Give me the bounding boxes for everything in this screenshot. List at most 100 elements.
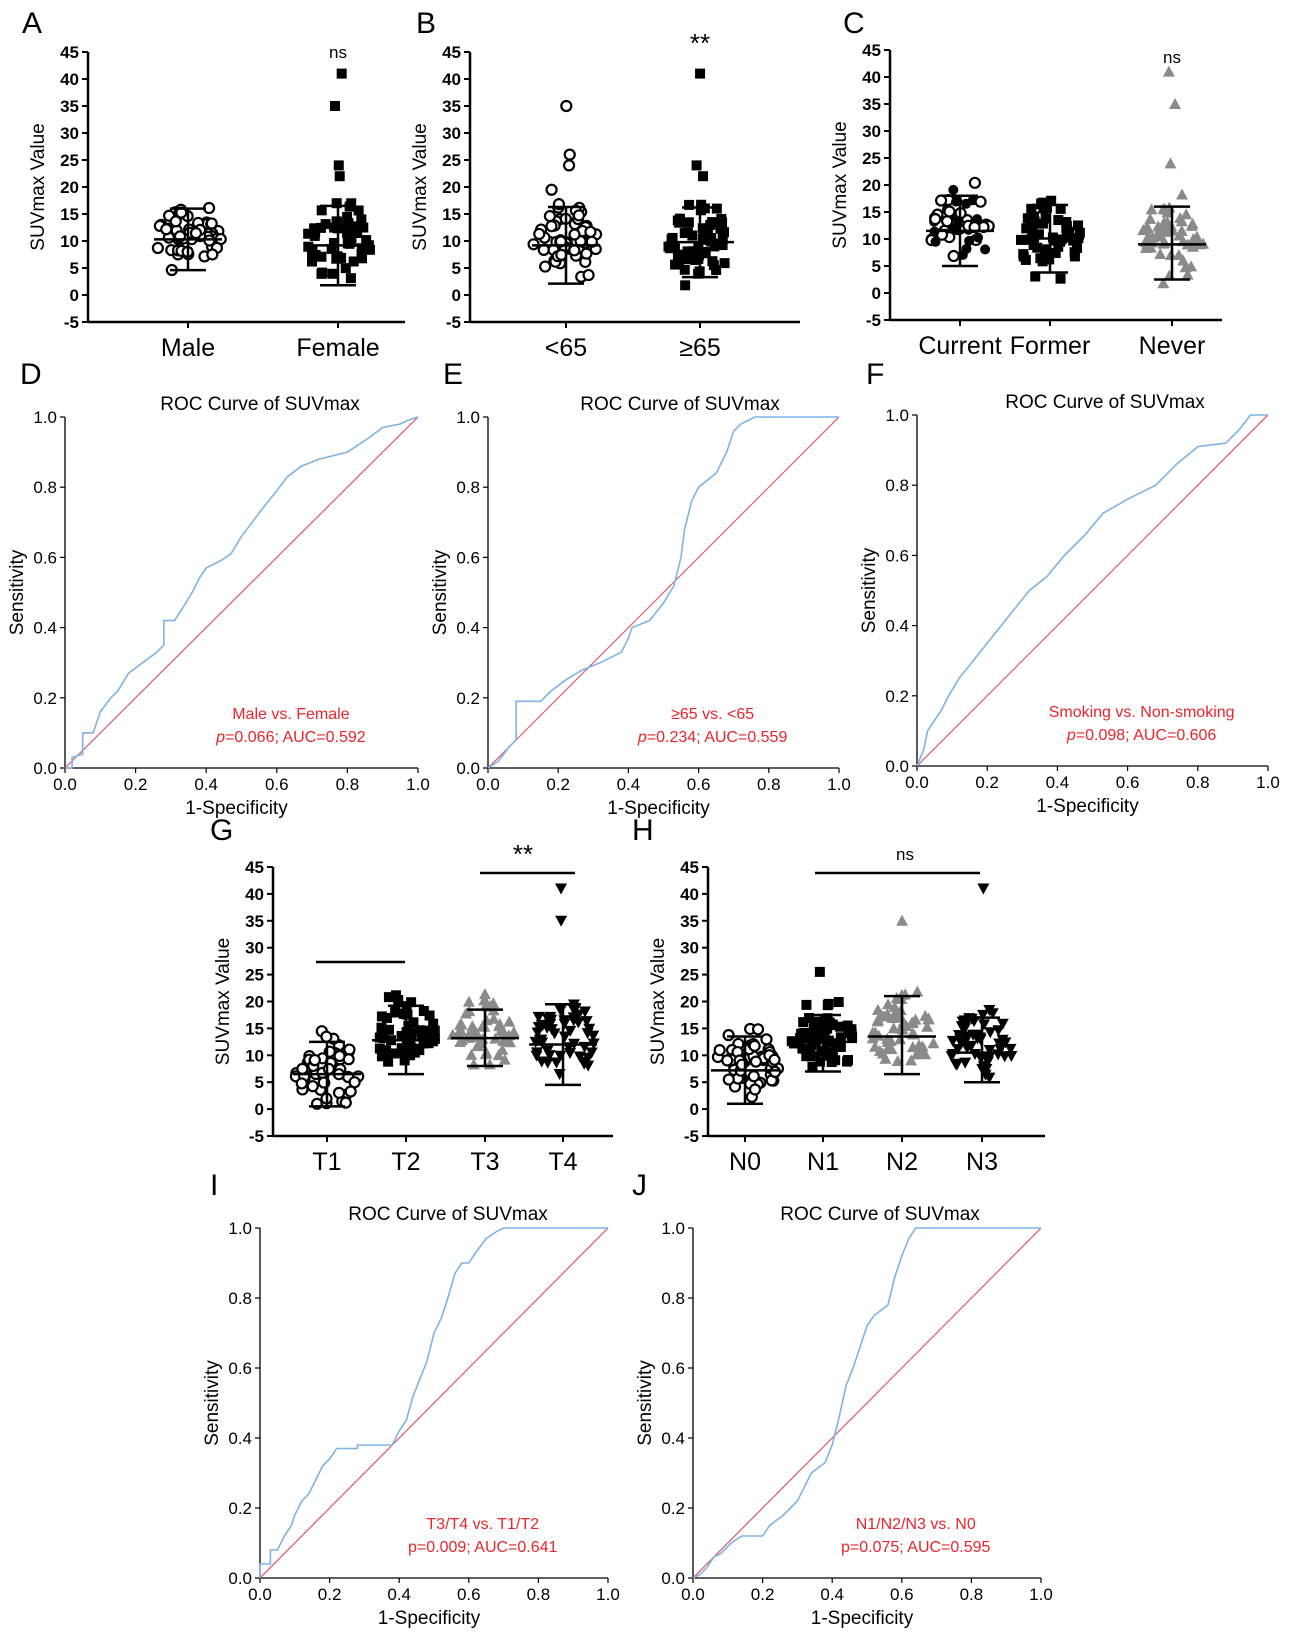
y-tick-label: 25 (60, 151, 79, 170)
data-point (1069, 247, 1080, 258)
data-point (680, 280, 691, 291)
annotation-p-italic: p (215, 729, 225, 746)
x-tick-label: 0.6 (265, 775, 289, 794)
data-point (383, 992, 394, 1003)
y-tick-label: 45 (862, 41, 881, 60)
annotation-line2: p=0.009; AUC=0.641 (408, 1539, 558, 1556)
data-point (572, 209, 585, 222)
data-point (955, 1035, 968, 1047)
data-point (160, 223, 173, 236)
y-tick-label: 5 (70, 259, 79, 278)
data-point (309, 223, 320, 234)
data-point (955, 1021, 968, 1033)
data-point (342, 227, 353, 238)
annotation-line2: p=0.234; AUC=0.559 (637, 729, 788, 746)
y-tick-label: 20 (862, 176, 881, 195)
data-point (1175, 224, 1188, 236)
y-tick-label: 0.0 (456, 759, 480, 778)
data-point (801, 1051, 812, 1062)
y-tick-label: 15 (442, 205, 461, 224)
data-point (572, 1009, 585, 1021)
y-tick-label: 10 (245, 1046, 264, 1065)
data-point (383, 1024, 394, 1035)
data-point (1072, 220, 1083, 231)
y-tick-label: 30 (60, 124, 79, 143)
data-point (539, 260, 552, 273)
data-point (333, 1049, 346, 1063)
data-point (1027, 225, 1038, 236)
data-point (806, 1040, 817, 1051)
y-axis-label: SUVmax Value (213, 938, 234, 1065)
data-point (348, 221, 359, 232)
data-point (835, 1021, 846, 1032)
data-point (983, 1072, 996, 1084)
x-category-label: N2 (886, 1148, 918, 1176)
data-point (708, 260, 719, 271)
panel-h: H -5 0 5 10 15 20 25 30 35 40 45 SUVmax Value N0 N1 N2 N… (632, 814, 1045, 1176)
data-point (580, 247, 593, 260)
data-point (1025, 219, 1036, 230)
data-point (1046, 195, 1057, 206)
panel-f: F ROC Curve of SUVmax 0.00.0 0.2 0.2 0.4 0.4 0.… (859, 358, 1280, 817)
panel-label: F (866, 358, 884, 391)
data-point (348, 256, 359, 267)
data-point (408, 1017, 419, 1028)
data-point (339, 1096, 352, 1109)
data-point (352, 227, 363, 238)
data-point (801, 999, 812, 1010)
y-axis-label: SUVmax Value (830, 121, 851, 248)
data-point (356, 243, 367, 254)
data-point (984, 1027, 997, 1039)
annotation-stats: p=0.009; AUC=0.641 (408, 1539, 558, 1556)
data-point (1055, 203, 1066, 214)
x-tick-label: 1.0 (1256, 773, 1280, 792)
x-category-label: Male (161, 334, 215, 362)
data-point (748, 1039, 761, 1052)
y-tick-label: 0.8 (885, 476, 909, 495)
y-axis-label: Sensitivity (430, 549, 451, 635)
y-tick-label: 20 (680, 993, 699, 1012)
data-point (815, 1056, 826, 1067)
data-point (670, 259, 681, 270)
data-point (558, 1015, 571, 1027)
roc-title: ROC Curve of SUVmax (780, 1204, 980, 1225)
annotation-p-italic: p (1066, 727, 1076, 744)
y-tick-label: 10 (60, 232, 79, 251)
y-tick-label: 30 (680, 939, 699, 958)
data-point (315, 222, 326, 233)
annotation-line1: T3/T4 vs. T1/T2 (426, 1516, 539, 1533)
y-axis-label: SUVmax Value (410, 123, 431, 250)
panel-label: A (22, 7, 42, 40)
data-point (878, 1010, 891, 1022)
x-category-label: N0 (729, 1148, 761, 1176)
y-tick-label: 0.2 (885, 687, 909, 706)
reference-line (487, 416, 840, 769)
y-tick-label: 40 (862, 68, 881, 87)
series-Female (303, 68, 375, 287)
x-tick-label: 0.8 (757, 775, 781, 794)
data-point (1185, 260, 1198, 272)
y-tick-label: 0.2 (661, 1499, 685, 1518)
data-point (682, 246, 693, 257)
data-point (965, 1040, 978, 1052)
y-tick-label: -5 (249, 1127, 264, 1146)
data-point (717, 240, 728, 251)
x-category-label: ≥65 (679, 334, 721, 362)
data-point (695, 68, 706, 79)
data-point (560, 99, 573, 113)
data-point (582, 268, 595, 282)
y-axis-label: Sensitivity (635, 1360, 656, 1446)
x-tick-label: 0.4 (194, 775, 218, 794)
annotation-p-italic: p (637, 729, 647, 746)
x-tick-label: 0.2 (975, 773, 999, 792)
data-point (1040, 249, 1051, 260)
y-tick-label: 0.8 (228, 1289, 252, 1308)
series-Former (1015, 195, 1085, 284)
data-point (722, 1073, 735, 1086)
data-point (1168, 98, 1181, 109)
data-point (376, 1051, 387, 1062)
data-point (578, 1058, 591, 1070)
y-tick-label: 40 (245, 885, 264, 904)
data-point (669, 241, 680, 252)
y-tick-label: 40 (442, 70, 461, 89)
